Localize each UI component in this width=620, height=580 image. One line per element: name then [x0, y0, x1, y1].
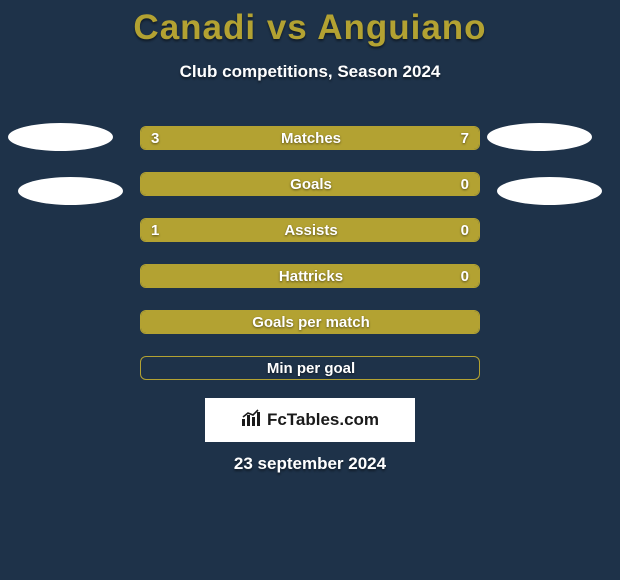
- stat-row: Goals per match: [140, 310, 480, 334]
- brand-chart-icon: [241, 409, 263, 432]
- stat-row: Matches3 7: [140, 126, 480, 150]
- team-oval-left: [18, 177, 123, 205]
- team-oval-right: [497, 177, 602, 205]
- stat-label: Assists: [141, 219, 480, 242]
- stat-row: Goals0: [140, 172, 480, 196]
- date-line: 23 september 2024: [0, 454, 620, 474]
- comparison-canvas: Canadi vs Anguiano Club competitions, Se…: [0, 0, 620, 580]
- stat-value-right: 7: [461, 127, 469, 150]
- stat-label: Hattricks: [141, 265, 480, 288]
- stat-value-left: 3: [151, 127, 159, 150]
- stat-label: Min per goal: [141, 357, 480, 380]
- stat-label: Goals: [141, 173, 480, 196]
- stat-label: Goals per match: [141, 311, 480, 334]
- stat-row: Hattricks0: [140, 264, 480, 288]
- stat-value-right: 0: [461, 219, 469, 242]
- team-oval-right: [487, 123, 592, 151]
- page-title: Canadi vs Anguiano: [0, 8, 620, 48]
- page-subtitle: Club competitions, Season 2024: [0, 62, 620, 82]
- stat-value-left: 1: [151, 219, 159, 242]
- brand-text: FcTables.com: [267, 410, 379, 430]
- stat-row: Min per goal: [140, 356, 480, 380]
- stat-value-right: 0: [461, 173, 469, 196]
- brand-box: FcTables.com: [205, 398, 415, 442]
- stat-row: Assists1 0: [140, 218, 480, 242]
- stat-label: Matches: [141, 127, 480, 150]
- team-oval-left: [8, 123, 113, 151]
- stat-value-right: 0: [461, 265, 469, 288]
